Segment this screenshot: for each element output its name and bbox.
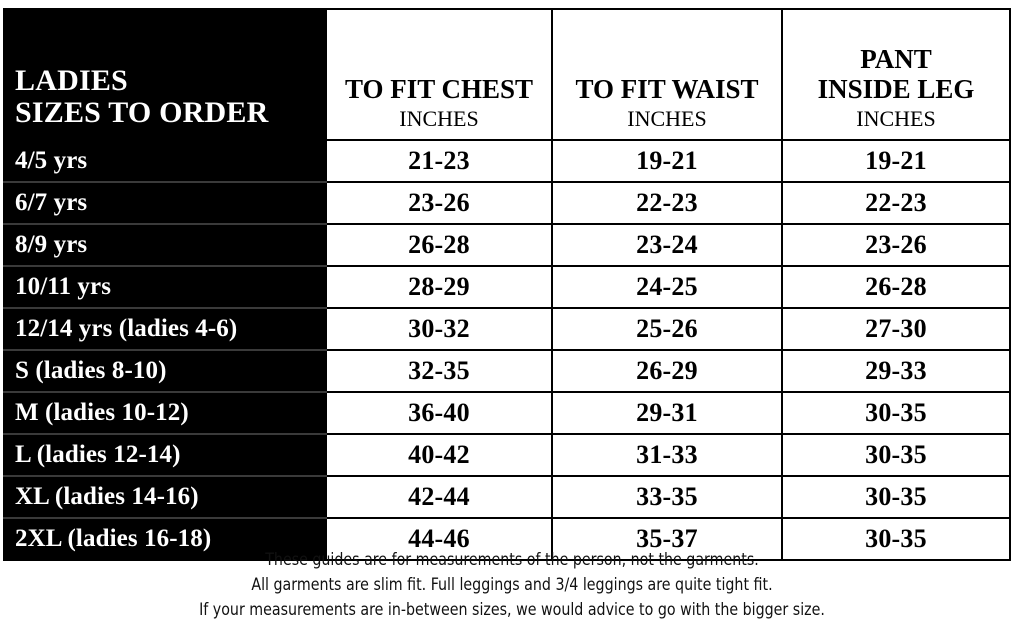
chest-header-title: TO FIT CHEST: [344, 74, 534, 105]
waist-value-cell: 24-25: [551, 265, 783, 309]
column-header-inside-leg: PANT INSIDE LEG INCHES: [781, 8, 1011, 141]
leg-value-cell: 22-23: [781, 181, 1011, 225]
column-header-size: LADIES SIZES TO ORDER: [3, 8, 327, 141]
waist-value-cell: 19-21: [551, 139, 783, 183]
waist-value-cell: 35-37: [551, 517, 783, 561]
chest-value-cell: 32-35: [325, 349, 553, 393]
waist-value-cell: 22-23: [551, 181, 783, 225]
leg-value-cell: 27-30: [781, 307, 1011, 351]
table-body: 4/5 yrs 21-23 19-21 19-21 6/7 yrs 23-26 22-23 2…: [3, 139, 1011, 561]
table-row: 6/7 yrs 23-26 22-23 22-23: [3, 181, 1011, 225]
header-row: LADIES SIZES TO ORDER TO FIT CHEST INCHE…: [3, 8, 1011, 141]
note-line: These guides are for measurements of the…: [265, 550, 759, 570]
waist-header-title: TO FIT WAIST: [575, 74, 759, 105]
size-label-cell: XL (ladies 14-16): [3, 475, 327, 519]
chest-value-cell: 42-44: [325, 475, 553, 519]
waist-value-cell: 23-24: [551, 223, 783, 267]
column-header-chest: TO FIT CHEST INCHES: [325, 8, 553, 141]
waist-value-cell: 26-29: [551, 349, 783, 393]
size-label-cell: 8/9 yrs: [3, 223, 327, 267]
leg-value-cell: 30-35: [781, 475, 1011, 519]
note-line: All garments are slim fit. Full leggings…: [251, 575, 773, 595]
leg-header-title-line-1: PANT: [860, 44, 932, 75]
table-row: S (ladies 8-10) 32-35 26-29 29-33: [3, 349, 1011, 393]
waist-value-cell: 25-26: [551, 307, 783, 351]
column-header-waist: TO FIT WAIST INCHES: [551, 8, 783, 141]
waist-value-cell: 33-35: [551, 475, 783, 519]
leg-header-unit: INCHES: [856, 105, 936, 131]
size-label-cell: 6/7 yrs: [3, 181, 327, 225]
chest-value-cell: 26-28: [325, 223, 553, 267]
ladies-size-chart-table: LADIES SIZES TO ORDER TO FIT CHEST INCHE…: [3, 8, 1011, 561]
table-row: XL (ladies 14-16) 42-44 33-35 30-35: [3, 475, 1011, 519]
leg-value-cell: 30-35: [781, 433, 1011, 477]
note-line: If your measurements are in-between size…: [199, 600, 825, 620]
waist-header-unit: INCHES: [627, 105, 707, 131]
leg-value-cell: 19-21: [781, 139, 1011, 183]
size-label-cell: L (ladies 12-14): [3, 433, 327, 477]
leg-header-title-line-2: INSIDE LEG: [817, 74, 975, 105]
chest-value-cell: 23-26: [325, 181, 553, 225]
chest-header-unit: INCHES: [399, 105, 479, 131]
leg-value-cell: 26-28: [781, 265, 1011, 309]
size-label-cell: 12/14 yrs (ladies 4-6): [3, 307, 327, 351]
size-label-cell: M (ladies 10-12): [3, 391, 327, 435]
chest-value-cell: 30-32: [325, 307, 553, 351]
table-row: 12/14 yrs (ladies 4-6) 30-32 25-26 27-30: [3, 307, 1011, 351]
waist-value-cell: 31-33: [551, 433, 783, 477]
size-label-cell: 2XL (ladies 16-18): [3, 517, 327, 561]
chest-value-cell: 44-46: [325, 517, 553, 561]
size-header-line-1: LADIES: [15, 64, 128, 98]
table-row: 2XL (ladies 16-18) 44-46 35-37 30-35: [3, 517, 1011, 561]
table-header: LADIES SIZES TO ORDER TO FIT CHEST INCHE…: [3, 8, 1011, 141]
footer-notes: These guides are for measurements of the…: [0, 548, 1024, 623]
waist-value-cell: 29-31: [551, 391, 783, 435]
table-row: 10/11 yrs 28-29 24-25 26-28: [3, 265, 1011, 309]
leg-value-cell: 23-26: [781, 223, 1011, 267]
chest-value-cell: 40-42: [325, 433, 553, 477]
size-label-cell: 4/5 yrs: [3, 139, 327, 183]
size-label-cell: 10/11 yrs: [3, 265, 327, 309]
table-row: 4/5 yrs 21-23 19-21 19-21: [3, 139, 1011, 183]
chest-value-cell: 36-40: [325, 391, 553, 435]
leg-value-cell: 29-33: [781, 349, 1011, 393]
chest-value-cell: 28-29: [325, 265, 553, 309]
size-label-cell: S (ladies 8-10): [3, 349, 327, 393]
leg-value-cell: 30-35: [781, 391, 1011, 435]
table-row: L (ladies 12-14) 40-42 31-33 30-35: [3, 433, 1011, 477]
chest-value-cell: 21-23: [325, 139, 553, 183]
leg-value-cell: 30-35: [781, 517, 1011, 561]
table-row: 8/9 yrs 26-28 23-24 23-26: [3, 223, 1011, 267]
size-header-line-2: SIZES TO ORDER: [15, 96, 269, 130]
table-row: M (ladies 10-12) 36-40 29-31 30-35: [3, 391, 1011, 435]
